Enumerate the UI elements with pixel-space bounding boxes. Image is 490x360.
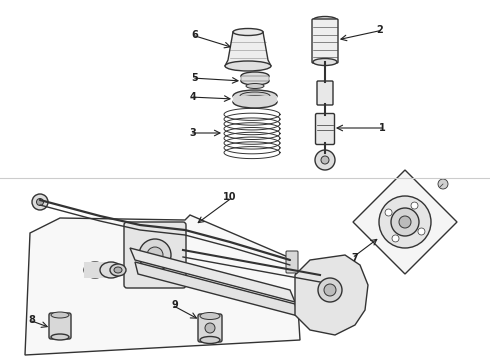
Ellipse shape [241,72,269,80]
Circle shape [147,247,163,263]
Circle shape [392,235,399,242]
Circle shape [324,284,336,296]
Ellipse shape [233,28,263,36]
Ellipse shape [200,312,220,320]
Ellipse shape [233,90,277,102]
Ellipse shape [200,337,220,343]
Bar [233,96,277,102]
FancyBboxPatch shape [124,222,186,288]
FancyBboxPatch shape [316,113,335,144]
Circle shape [411,202,418,209]
Ellipse shape [241,77,269,85]
Ellipse shape [100,262,122,278]
Polygon shape [295,255,368,335]
Bar [241,76,269,81]
Circle shape [205,323,215,333]
FancyBboxPatch shape [317,81,333,105]
FancyBboxPatch shape [198,314,222,342]
Text: 9: 9 [172,300,178,310]
Ellipse shape [84,262,106,278]
Ellipse shape [110,264,126,276]
Text: 1: 1 [379,123,385,133]
Ellipse shape [240,92,270,100]
Ellipse shape [313,17,337,23]
Text: 4: 4 [190,92,196,102]
Text: 7: 7 [352,253,358,263]
Ellipse shape [233,96,277,108]
Text: 6: 6 [192,30,198,40]
Text: 3: 3 [190,128,196,138]
Circle shape [36,198,44,206]
Ellipse shape [246,84,264,89]
Polygon shape [135,262,298,316]
Bar [84,262,106,278]
Polygon shape [225,32,271,66]
Ellipse shape [114,267,122,273]
Circle shape [438,179,448,189]
Ellipse shape [89,266,101,274]
Ellipse shape [51,334,69,340]
Polygon shape [130,248,295,302]
Circle shape [318,278,342,302]
Circle shape [139,239,171,271]
Ellipse shape [51,312,69,318]
FancyBboxPatch shape [286,251,298,273]
Polygon shape [25,215,300,355]
Ellipse shape [313,58,337,66]
Circle shape [385,209,392,216]
Polygon shape [353,170,457,274]
Text: 5: 5 [192,73,198,83]
Circle shape [32,194,48,210]
Ellipse shape [225,61,271,71]
Circle shape [391,208,419,236]
FancyBboxPatch shape [49,313,71,339]
Text: 8: 8 [28,315,35,325]
Circle shape [315,150,335,170]
Circle shape [379,196,431,248]
FancyBboxPatch shape [312,19,338,63]
Text: 2: 2 [377,25,383,35]
Circle shape [321,156,329,164]
Circle shape [418,228,425,235]
Circle shape [399,216,411,228]
Text: 10: 10 [223,192,237,202]
